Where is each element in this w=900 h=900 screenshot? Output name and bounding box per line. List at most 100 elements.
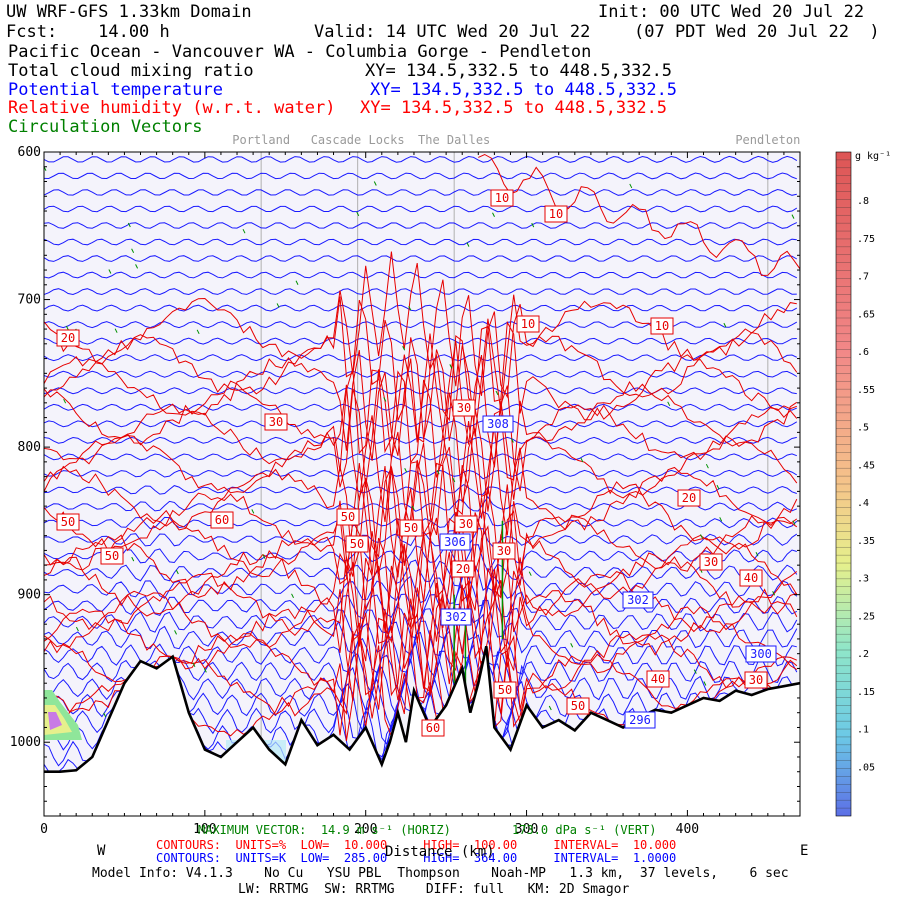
circulation-vector <box>103 712 107 718</box>
circulation-vector <box>65 325 69 331</box>
circulation-vector <box>196 329 200 335</box>
circulation-vector <box>531 222 535 228</box>
theta-contour <box>44 222 798 229</box>
theta-contour <box>44 453 797 461</box>
rh-label-box <box>739 569 763 587</box>
circulation-vector <box>693 669 697 674</box>
rh-label-box <box>100 547 124 565</box>
theta-label-box <box>482 415 514 433</box>
rh-label-box <box>699 553 723 571</box>
field-cloud-xy: XY= 134.5,332.5 to 448.5,332.5 <box>365 61 673 81</box>
theta-contour <box>44 271 798 279</box>
circulation-vector <box>629 183 633 189</box>
theta-contour <box>44 304 798 312</box>
circulation-vector <box>528 571 532 576</box>
circulation-vector <box>723 322 727 328</box>
model-info-physics: LW: RRTMG SW: RRTMG DIFF: full KM: 2D Sm… <box>238 882 630 897</box>
circulation-vector <box>449 364 453 369</box>
rh-label-box <box>452 399 476 417</box>
circulation-vector <box>383 397 387 402</box>
circulation-vector <box>466 242 470 247</box>
circulation-vector <box>131 248 135 253</box>
rh-label: 10 <box>495 191 509 205</box>
colorbar-label: .4 <box>857 498 869 509</box>
rh-label: 10 <box>521 317 535 331</box>
circulation-vector <box>174 630 177 635</box>
rh-label-box <box>210 511 234 529</box>
rh-label: 40 <box>744 571 758 585</box>
rh-label: 30 <box>457 401 471 415</box>
rh-label-box <box>646 670 670 688</box>
rh-contour <box>44 512 797 662</box>
forecast-hour: Fcst: 14.00 h <box>6 22 170 42</box>
rh-contour <box>44 518 798 671</box>
rh-contour <box>44 612 797 729</box>
rh-label-box <box>566 697 590 715</box>
rh-label: 60 <box>426 721 440 735</box>
rh-label: 50 <box>350 537 364 551</box>
circulation-vector <box>452 477 456 483</box>
rh-label: 30 <box>749 673 763 687</box>
circulation-vector <box>75 626 79 632</box>
rh-label-box <box>490 189 514 207</box>
theta-label: 300 <box>750 647 772 661</box>
circulation-vector <box>203 668 207 673</box>
city-label: Portland <box>232 133 290 147</box>
circulation-vector <box>276 303 280 308</box>
circulation-vector <box>667 401 671 407</box>
circulation-vector <box>570 643 574 648</box>
circulation-vector <box>703 681 707 686</box>
region-label: Pacific Ocean - Vancouver WA - Columbia … <box>8 42 592 62</box>
circulation-vector <box>356 211 360 217</box>
x-axis-label: Distance (km) <box>385 844 495 860</box>
city-label: Pendleton <box>735 133 800 147</box>
rh-contour <box>44 484 798 644</box>
terrain-line <box>44 646 800 773</box>
theta-contour <box>44 172 797 180</box>
colorbar-label: .25 <box>857 611 875 622</box>
circulation-vector <box>700 534 703 539</box>
circulation-vector <box>492 212 495 218</box>
circulation-vector <box>175 569 179 575</box>
rh-label-box <box>744 671 768 689</box>
init-time: Init: 00 UTC Wed 20 Jul 22 <box>598 2 865 22</box>
rh-contour <box>478 153 800 276</box>
circulation-vector <box>791 214 795 219</box>
rh-label: 40 <box>651 672 665 686</box>
x-tick-label: 0 <box>40 822 48 837</box>
circulation-vector <box>495 390 499 396</box>
domain-title: UW WRF-GFS 1.33km Domain <box>6 2 252 22</box>
rh-label-box <box>421 719 445 737</box>
circulation-vector <box>510 438 514 443</box>
rh-label-box <box>336 508 360 526</box>
theta-label: 296 <box>629 713 651 727</box>
rh-label: 50 <box>105 549 119 563</box>
rh-contour <box>44 461 798 597</box>
rh-label: 20 <box>61 331 75 345</box>
x-tick-label: 200 <box>354 822 377 837</box>
rh-label-box <box>516 315 540 333</box>
rh-contour <box>44 320 798 461</box>
circulation-vector <box>705 463 709 469</box>
circulation-vector <box>192 662 196 668</box>
colorbar-label: .65 <box>857 309 875 320</box>
rh-contour <box>44 384 798 536</box>
x-tick-label: 300 <box>515 822 538 837</box>
circulation-vector <box>373 181 377 186</box>
east-label: E <box>800 843 809 859</box>
rh-label: 20 <box>682 491 696 505</box>
cloud-shading <box>48 712 62 730</box>
max-vector: MAXIMUM VECTOR: 14.9 m s⁻¹ (HORIZ) <box>198 823 451 837</box>
rh-label: 50 <box>61 515 75 529</box>
rh-label-box <box>451 560 475 578</box>
colorbar-label: .15 <box>857 687 875 698</box>
circulation-vector <box>436 470 440 475</box>
rh-label: 20 <box>456 562 470 576</box>
circulation-vector <box>548 705 552 711</box>
theta-contour <box>44 370 798 378</box>
rh-label: 30 <box>269 415 283 429</box>
circulation-vector <box>242 228 246 234</box>
colorbar-units: g kg⁻¹ <box>855 151 891 162</box>
rh-label: 60 <box>215 513 229 527</box>
rh-label-box <box>544 205 568 223</box>
